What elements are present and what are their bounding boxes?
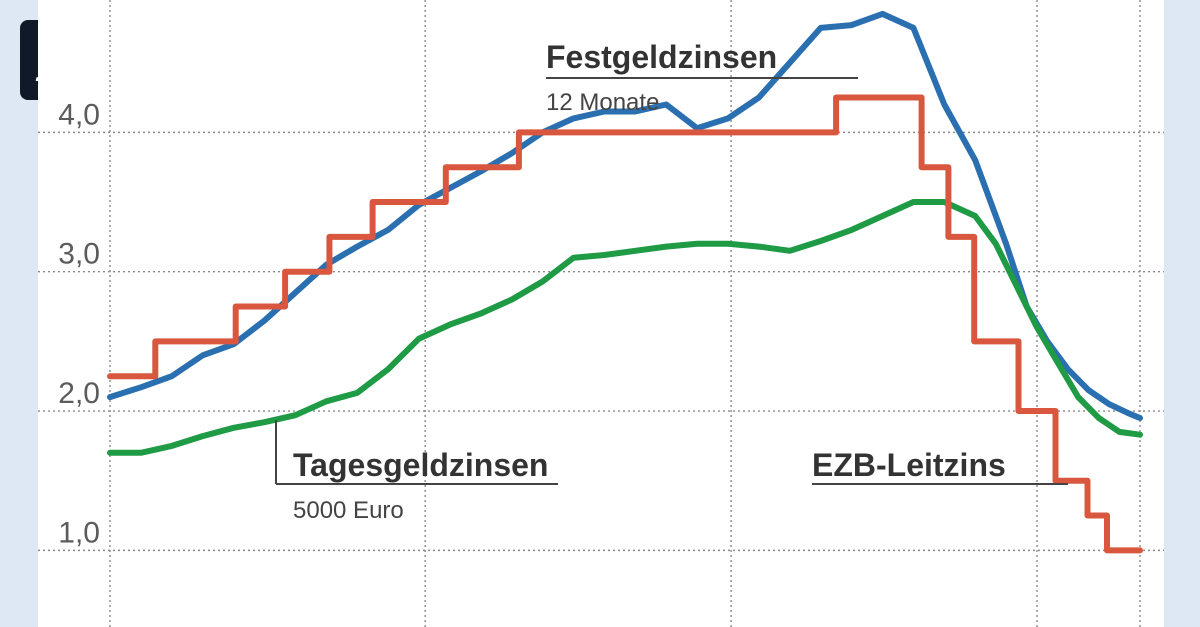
y-tick-label: 1,0: [58, 516, 100, 549]
series-line-tagesgeldzinsen: [107, 199, 1143, 456]
y-tick-label: 4,0: [58, 98, 100, 131]
series-lines: [107, 10, 1143, 554]
series-annotations: Festgeldzinsen 12 Monate Tagesgeldzinsen 50…: [275, 39, 1068, 524]
y-tick-label: 3,0: [58, 238, 100, 271]
series-label-festgeldzinsen: Festgeldzinsen: [546, 39, 777, 75]
series-line-ezb-leitzins: [107, 94, 1143, 554]
leader-line-tagesgeldzinsen: [275, 420, 558, 485]
series-label-ezb-leitzins: EZB-Leitzins: [812, 447, 1006, 483]
series-subtitle-tagesgeldzinsen: 5000 Euro: [293, 497, 404, 524]
y-axis-labels: 1,0 2,0 3,0 4,0: [58, 98, 100, 549]
series-subtitle-festgeldzinsen: 12 Monate: [546, 89, 659, 116]
series-label-tagesgeldzinsen: Tagesgeldzinsen: [293, 447, 548, 483]
y-tick-label: 2,0: [58, 377, 100, 410]
